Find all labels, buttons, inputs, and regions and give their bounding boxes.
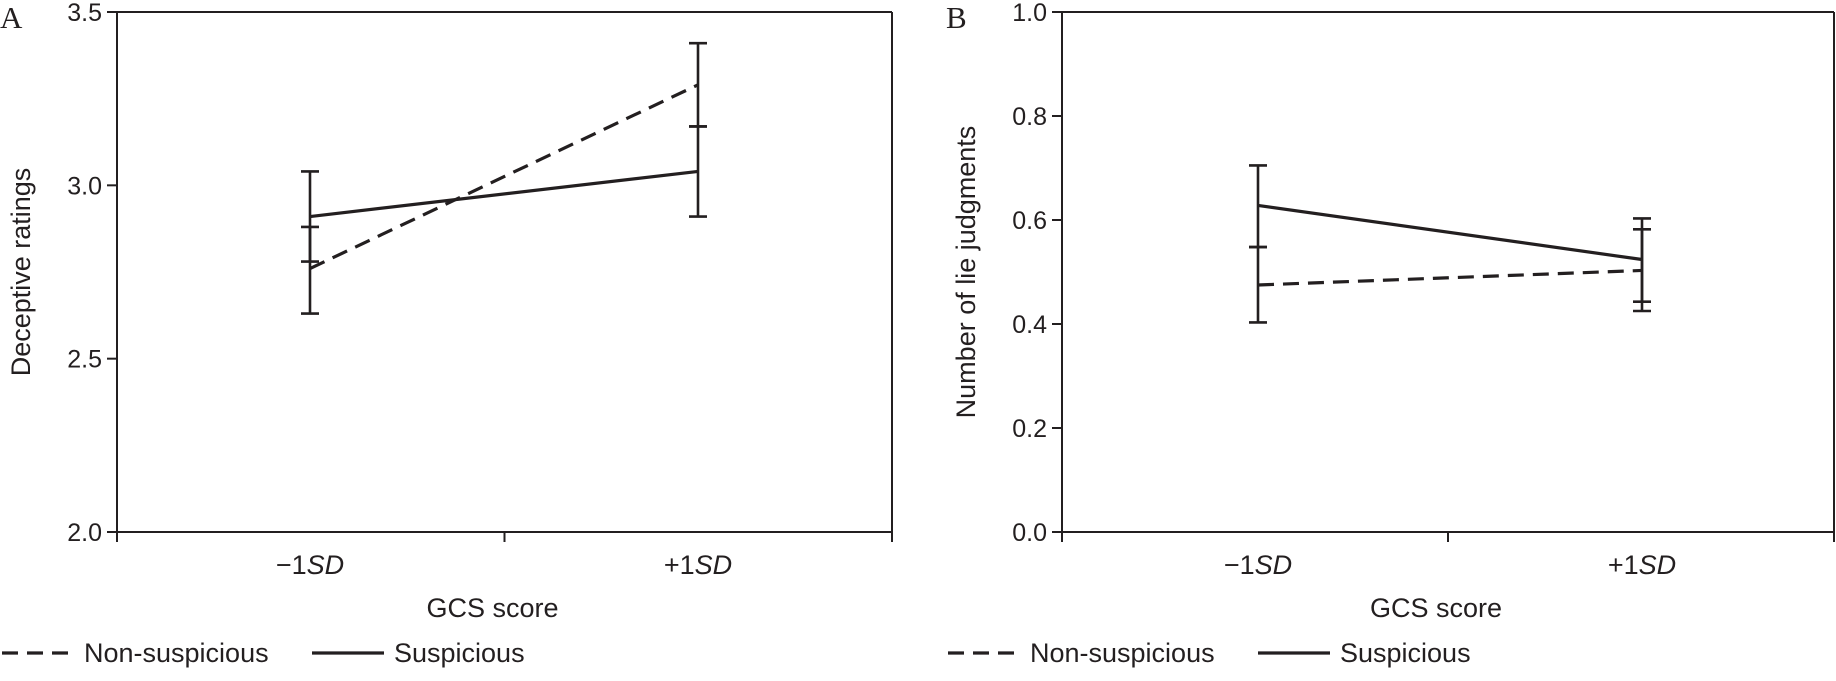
legend-label: Non-suspicious [1030, 638, 1215, 668]
legend-label: Suspicious [1340, 638, 1471, 668]
y-axis-label: Deceptive ratings [6, 168, 36, 377]
series-line [309, 83, 699, 270]
y-tick-label: 0.8 [1012, 103, 1047, 131]
y-tick-label: 1.0 [1012, 0, 1047, 27]
y-tick-label: 0.0 [1012, 519, 1047, 547]
series-non-suspicious [1249, 228, 1651, 324]
x-axis-label: GCS score [1370, 593, 1502, 623]
y-tick-label: 0.2 [1012, 415, 1047, 443]
x-tick-label: −1SD [1224, 550, 1292, 580]
series-suspicious [1249, 164, 1651, 313]
legend-label: Non-suspicious [84, 638, 269, 668]
legend-label: Suspicious [394, 638, 525, 668]
legend: Non-suspicious Suspicious [2, 638, 525, 668]
x-tick-label: +1SD [664, 550, 732, 580]
x-tick-label: +1SD [1608, 550, 1676, 580]
chart-panel-a: A 2.0 2.5 3.0 3.5 −1SD +1SD GCS score Deceptive … [0, 0, 893, 668]
series-line [309, 169, 699, 219]
y-tick-label: 0.6 [1012, 207, 1047, 235]
x-axis-label: GCS score [426, 593, 558, 623]
y-axis-label: Number of lie judgments [951, 126, 981, 419]
y-tick-label: 2.5 [67, 346, 102, 374]
series-line [1257, 203, 1643, 262]
y-tick-label: 2.0 [67, 519, 102, 547]
series-suspicious [301, 125, 707, 263]
y-tick-label: 3.5 [67, 0, 102, 27]
x-tick-label: −1SD [276, 550, 344, 580]
y-tick-label: 3.0 [67, 172, 102, 200]
y-tick-label: 0.4 [1012, 311, 1047, 339]
series-line [1257, 268, 1643, 287]
legend: Non-suspicious Suspicious [948, 638, 1471, 668]
panel-letter: B [946, 0, 967, 35]
chart-panel-b: B 0.0 0.2 0.4 0.6 0.8 1.0 −1SD +1SD GCS score Numb… [946, 0, 1835, 668]
panel-letter: A [0, 0, 23, 35]
